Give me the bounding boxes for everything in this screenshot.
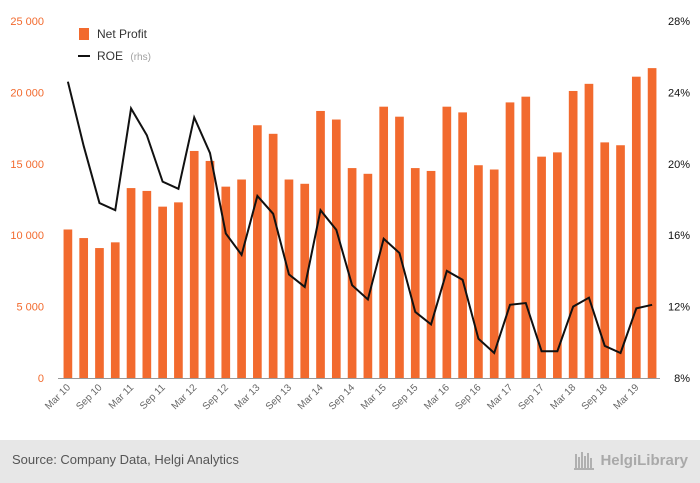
y-left-tick-label: 25 000 [10, 16, 44, 28]
x-tick-label: Sep 14 [327, 382, 357, 412]
x-tick-label: Mar 16 [422, 382, 452, 412]
bar-net-profit-jun-15 [395, 116, 404, 379]
bar-net-profit-mar-19 [631, 76, 641, 378]
x-tick-label: Mar 15 [359, 382, 389, 412]
source-note: Source: Company Data, Helgi Analytics [12, 452, 239, 467]
y-right-tick-label: 20% [668, 159, 690, 171]
bar-net-profit-mar-10 [63, 229, 73, 378]
legend-roe-suffix: (rhs) [130, 52, 151, 63]
legend-label-net-profit: Net Profit [97, 27, 148, 41]
bar-net-profit-jun-17 [521, 96, 531, 379]
x-tick-label: Sep 16 [453, 382, 483, 412]
bar-series-net-profit [63, 68, 657, 379]
bar-net-profit-mar-12 [189, 150, 199, 378]
bar-net-profit-mar-11 [126, 188, 136, 378]
bar-net-profit-jun-10 [79, 238, 89, 378]
x-tick-label: Mar 12 [170, 382, 200, 412]
y-left-tick-label: 15 000 [10, 159, 44, 171]
bar-net-profit-dec-13 [300, 183, 310, 378]
bar-net-profit-mar-18 [568, 90, 578, 378]
footer: Source: Company Data, Helgi Analytics He… [0, 440, 700, 483]
x-tick-label: Mar 19 [612, 382, 642, 412]
helgi-library-logo[interactable]: HelgiLibrary [574, 450, 688, 470]
x-tick-label: Sep 11 [138, 382, 168, 412]
legend-roe-name: ROE [97, 49, 123, 63]
x-tick-label: Mar 10 [43, 382, 73, 412]
bar-net-profit-sep-12 [221, 186, 231, 378]
line-series-roe [66, 81, 653, 355]
bar-net-profit-sep-14 [347, 168, 357, 378]
bar-net-profit-sep-16 [474, 165, 483, 378]
y-right-tick-label: 24% [668, 87, 690, 99]
y-left-tick-label: 0 [38, 373, 44, 385]
legend: Net Profit ROE (rhs) [78, 27, 151, 63]
x-tick-label: Mar 11 [107, 382, 137, 412]
roe-line [66, 81, 653, 355]
y-right-tick-label: 28% [668, 16, 690, 28]
bar-net-profit-mar-17 [505, 102, 515, 379]
bar-net-profit-jun-16 [458, 112, 467, 378]
bar-net-profit-dec-11 [174, 202, 183, 378]
x-tick-label: Sep 17 [517, 382, 547, 412]
x-tick-label: Mar 17 [485, 382, 515, 412]
bar-net-profit-dec-10 [110, 242, 120, 378]
y-left-tick-label: 20 000 [10, 87, 44, 99]
x-tick-label: Sep 18 [580, 382, 610, 412]
x-tick-label: Sep 10 [74, 382, 104, 412]
bar-net-profit-mar-13 [253, 125, 262, 379]
library-icon [574, 452, 595, 470]
x-tick-label: Mar 13 [233, 382, 263, 412]
x-tick-label: Mar 18 [548, 382, 578, 412]
y-left-tick-label: 5 000 [16, 302, 44, 314]
bar-net-profit-sep-18 [600, 142, 610, 378]
bar-net-profit-sep-11 [158, 206, 167, 378]
x-tick-label: Sep 12 [201, 382, 231, 412]
legend-label-roe: ROE (rhs) [97, 49, 151, 63]
bar-net-profit-dec-17 [553, 152, 562, 378]
bar-net-profit-dec-14 [363, 173, 373, 378]
y-right-tick-label: 12% [668, 302, 690, 314]
x-tick-label: Sep 13 [264, 382, 294, 412]
bar-net-profit-jun-13 [268, 133, 278, 378]
x-tick-label: Sep 15 [390, 382, 420, 412]
bar-net-profit-jun-11 [142, 190, 152, 378]
x-tick-label: Mar 14 [296, 382, 326, 412]
bar-net-profit-dec-12 [237, 179, 246, 378]
bar-net-profit-sep-15 [410, 168, 420, 378]
bar-net-profit-dec-18 [616, 145, 625, 378]
bar-net-profit-jun-14 [331, 119, 341, 378]
bar-net-profit-dec-16 [489, 169, 499, 378]
chart: 0 5 000 10 000 15 000 20 000 25 000 8% 12% 16% 20… [10, 16, 690, 413]
bar-net-profit-sep-10 [95, 248, 104, 378]
legend-swatch-net-profit [79, 28, 89, 40]
bar-net-profit-mar-16 [442, 106, 452, 379]
bar-net-profit-sep-13 [284, 179, 294, 378]
y-right-tick-label: 16% [668, 230, 690, 242]
bar-net-profit-jun-19 [647, 68, 657, 379]
bar-net-profit-sep-17 [537, 156, 546, 378]
logo-text: HelgiLibrary [600, 451, 688, 469]
bar-net-profit-jun-12 [205, 160, 215, 378]
y-right-tick-label: 8% [674, 373, 690, 385]
bar-net-profit-mar-14 [316, 110, 325, 379]
bar-net-profit-jun-18 [584, 83, 594, 378]
y-left-tick-label: 10 000 [10, 230, 44, 242]
bar-net-profit-dec-15 [426, 170, 436, 378]
